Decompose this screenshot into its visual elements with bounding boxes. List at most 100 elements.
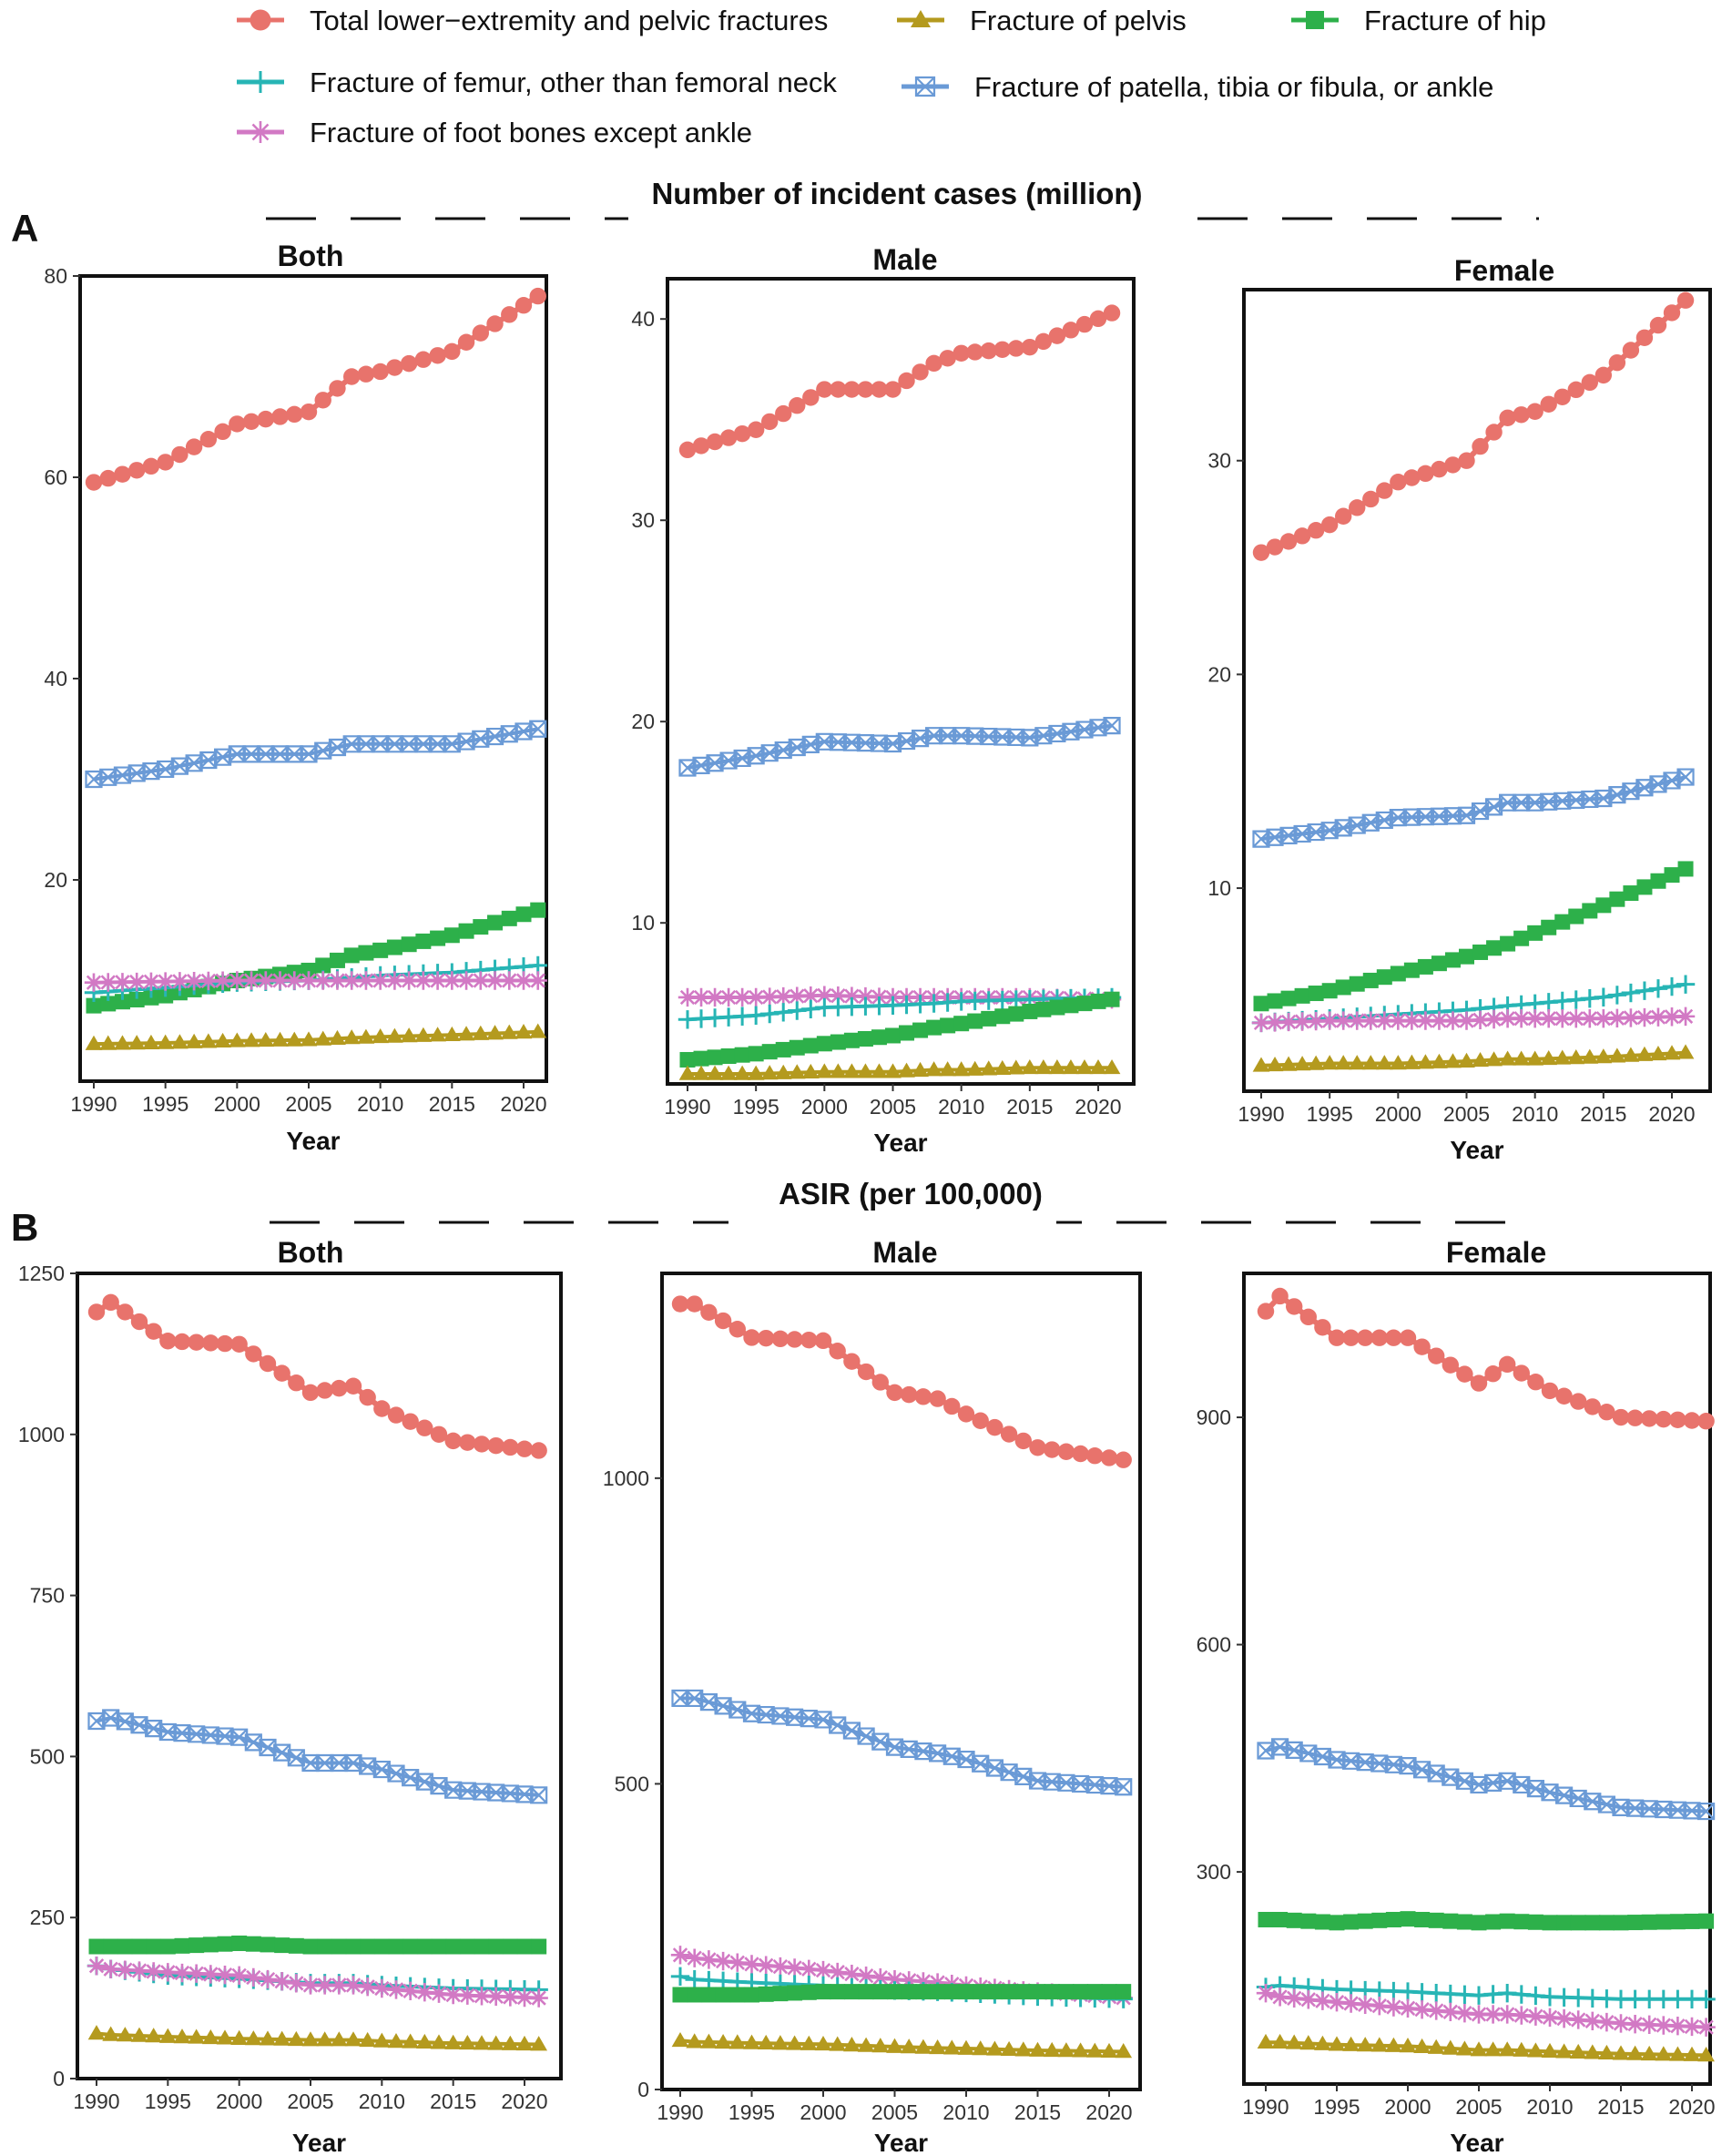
data-point <box>993 341 1011 358</box>
data-point <box>1641 1914 1657 1930</box>
data-point <box>1267 993 1283 1009</box>
data-point <box>472 1025 490 1040</box>
legend-item-fracture-of-pelvis: Fracture of pelvis <box>897 5 1187 36</box>
data-point <box>993 1059 1012 1076</box>
data-point <box>259 2030 277 2046</box>
data-point <box>1682 2017 1702 2037</box>
data-point <box>1641 1410 1658 1427</box>
data-point <box>129 1961 149 1980</box>
data-point <box>914 2038 932 2054</box>
data-point <box>1412 1999 1431 2019</box>
data-point <box>1581 373 1599 392</box>
data-point <box>871 1063 888 1078</box>
data-point <box>357 365 375 383</box>
data-point <box>245 1936 261 1952</box>
data-point <box>760 1065 779 1080</box>
data-point <box>372 1028 390 1044</box>
data-point <box>199 1033 218 1048</box>
data-point <box>1390 966 1406 982</box>
data-point <box>529 1023 547 1038</box>
data-point <box>785 1958 804 1977</box>
data-point <box>287 2030 305 2047</box>
data-point <box>229 415 246 433</box>
x-tick-label: 2015 <box>1006 1095 1053 1119</box>
data-point <box>1570 1915 1586 1931</box>
data-point <box>415 1983 434 2002</box>
data-point <box>1334 1055 1352 1070</box>
data-point <box>1458 452 1475 469</box>
data-point <box>728 1321 746 1338</box>
data-point <box>981 1010 997 1027</box>
data-point <box>670 1967 690 1987</box>
data-point <box>1328 1329 1346 1346</box>
data-point <box>857 381 874 398</box>
data-point <box>1662 1007 1682 1027</box>
data-point <box>1566 1009 1585 1028</box>
data-point <box>1279 1056 1298 1071</box>
data-point <box>216 2029 234 2045</box>
data-point <box>1555 1786 1574 1804</box>
data-point <box>1567 1049 1585 1065</box>
data-point <box>829 1716 847 1734</box>
data-point <box>1007 1059 1025 1075</box>
data-point <box>316 1382 333 1399</box>
data-point <box>691 987 711 1007</box>
data-point <box>1676 1006 1696 1027</box>
data-point <box>402 1769 420 1787</box>
data-point <box>1622 342 1640 359</box>
data-point <box>1370 2037 1389 2052</box>
data-point <box>1292 1012 1312 1031</box>
data-point <box>678 1065 697 1080</box>
data-point <box>1697 1802 1716 1821</box>
x-tick-label: 1995 <box>1313 2095 1360 2119</box>
data-point <box>430 1777 448 1795</box>
y-tick-label: 0 <box>53 2067 65 2090</box>
data-point <box>343 368 361 385</box>
data-point <box>1636 879 1653 895</box>
data-point <box>700 1987 717 2003</box>
data-point <box>1356 2037 1374 2052</box>
data-point <box>1526 403 1544 420</box>
data-point <box>228 971 247 990</box>
data-point <box>1314 2035 1331 2050</box>
data-point <box>1258 1912 1274 1928</box>
data-point <box>213 971 232 990</box>
data-point <box>1431 1053 1448 1068</box>
x-tick-label: 2015 <box>430 2090 476 2113</box>
data-point <box>344 1377 362 1395</box>
data-point <box>1001 1984 1017 2000</box>
data-point <box>1486 940 1503 956</box>
data-point <box>501 2035 519 2050</box>
data-point <box>1029 1439 1046 1456</box>
data-point <box>771 2035 790 2050</box>
legend-label: Fracture of foot bones except ankle <box>310 117 752 148</box>
data-point <box>1655 2046 1673 2061</box>
data-point <box>1676 975 1696 994</box>
data-point <box>1306 1011 1326 1031</box>
legend-marker-plus-icon <box>250 71 271 93</box>
data-point <box>330 1976 349 1995</box>
data-point <box>242 1032 260 1047</box>
y-tick-label: 30 <box>1207 449 1231 473</box>
section-b-title: ASIR (per 100,000) <box>779 1177 1043 1211</box>
data-point <box>1414 1912 1431 1928</box>
x-tick-label: 2015 <box>1014 2100 1061 2124</box>
data-point <box>1427 1764 1445 1783</box>
data-point <box>215 1965 235 1985</box>
data-point <box>943 1397 961 1415</box>
data-point <box>199 971 219 991</box>
data-point <box>500 1024 518 1039</box>
data-point <box>1471 1915 1487 1931</box>
data-point <box>1416 1011 1435 1030</box>
data-point <box>1385 1912 1401 1928</box>
data-point <box>1584 1915 1601 1931</box>
data-point <box>529 1988 548 2008</box>
x-tick-label: 2015 <box>1580 1102 1626 1126</box>
legend-marker-square-icon <box>1306 11 1324 29</box>
data-point <box>912 1022 929 1038</box>
data-point <box>1654 2016 1673 2035</box>
data-point <box>1676 768 1695 786</box>
data-point <box>1698 1913 1715 1929</box>
data-point <box>142 457 160 475</box>
data-point <box>980 1060 998 1076</box>
